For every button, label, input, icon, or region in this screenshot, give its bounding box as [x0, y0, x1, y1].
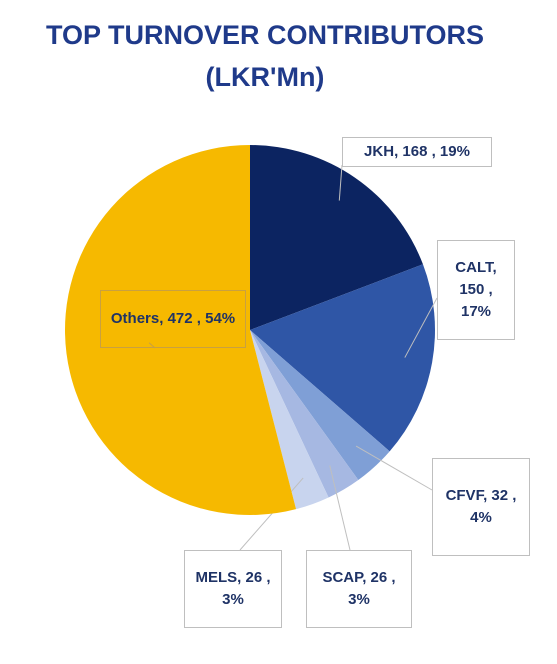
data-label: SCAP, 26 , 3%	[306, 550, 412, 628]
category-name: CALT	[455, 259, 493, 276]
value-label: , 472 , 54%	[159, 310, 236, 327]
pie-slice	[250, 330, 359, 498]
data-label: Others, 472 , 54%	[100, 290, 246, 348]
data-label: CALT, 150 , 17%	[437, 240, 515, 340]
value-label: , 26 , 3%	[348, 569, 396, 608]
data-label: MELS, 26 , 3%	[184, 550, 282, 628]
pie-slice	[65, 145, 297, 515]
data-label: JKH, 168 , 19%	[342, 137, 492, 167]
value-label: , 26 , 3%	[222, 569, 271, 608]
leader-line	[239, 477, 304, 551]
category-name: CFVF	[445, 487, 484, 504]
leader-line	[338, 164, 343, 201]
leader-line	[329, 465, 351, 551]
pie-slice	[250, 264, 436, 452]
chart-title: TOP TURNOVER CONTRIBUTORS (LKR'Mn)	[45, 20, 485, 92]
value-label: , 168 , 19%	[394, 143, 470, 160]
category-name: JKH	[364, 143, 395, 160]
value-label: , 32 , 4%	[470, 487, 517, 526]
category-name: Others	[110, 310, 160, 327]
pie-slice	[250, 330, 329, 510]
pie-slice	[250, 145, 423, 330]
leader-line	[355, 445, 433, 491]
value-label: , 150 , 17%	[459, 259, 497, 320]
leader-line	[404, 297, 438, 358]
data-label: CFVF, 32 , 4%	[432, 458, 530, 556]
category-name: SCAP	[322, 569, 363, 586]
pie-slice	[250, 330, 390, 480]
category-name: MELS	[195, 569, 238, 586]
